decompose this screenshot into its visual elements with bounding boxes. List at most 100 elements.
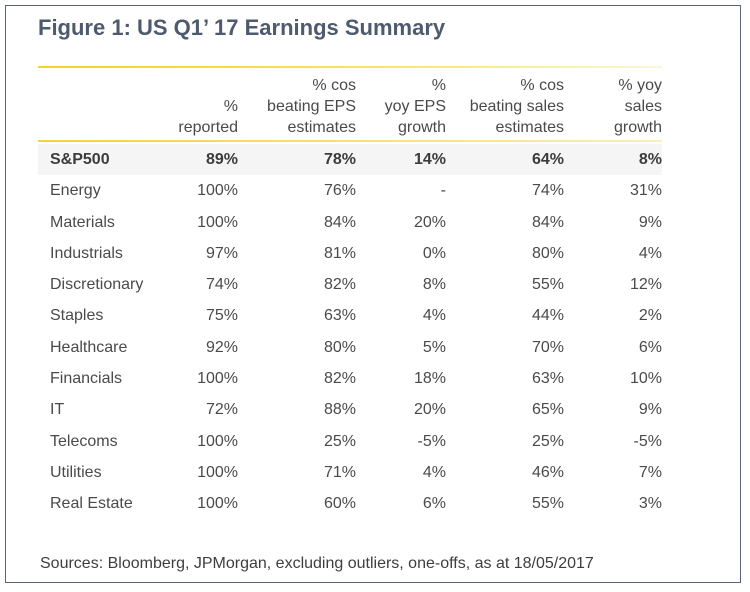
header-pct-reported: % reported: [178, 96, 238, 138]
header-divider: [38, 140, 662, 142]
pct-beating-sales: 64%: [531, 151, 564, 168]
source-note: Sources: Bloomberg, JPMorgan, excluding …: [40, 555, 594, 572]
table-row: Healthcare 92% 80% 5% 70% 6%: [38, 332, 662, 363]
pct-beating-eps: 84%: [323, 213, 356, 231]
pct-beating-sales: 65%: [531, 401, 564, 419]
yoy-eps-growth: 6%: [422, 495, 446, 513]
table-row: IT 72% 88% 20% 65% 9%: [38, 394, 662, 425]
pct-reported: 100%: [197, 495, 238, 513]
sector-name: Energy: [50, 182, 101, 200]
header-cos-beating-sales: % cos beating sales estimates: [470, 75, 564, 138]
table-row-sp500: S&P500 89% 78% 14% 64% 8%: [38, 144, 662, 176]
pct-beating-eps: 63%: [323, 307, 356, 325]
pct-beating-eps: 60%: [323, 495, 356, 513]
yoy-eps-growth: -: [440, 182, 446, 200]
yoy-sales-growth: 31%: [629, 182, 662, 200]
sector-name: Utilities: [50, 463, 102, 481]
table-body: S&P500 89% 78% 14% 64% 8% Energy 100% 76…: [38, 144, 662, 520]
sector-name: Materials: [50, 213, 115, 231]
header-yoy-sales-growth: % yoy sales growth: [614, 75, 662, 138]
sector-name: Discretionary: [50, 276, 144, 294]
header-line: beating sales: [469, 98, 564, 115]
table-row: Real Estate 100% 60% 6% 55% 3%: [38, 488, 662, 519]
figure-frame: [5, 5, 741, 583]
yoy-eps-growth: 5%: [422, 338, 446, 356]
yoy-sales-growth: 9%: [638, 401, 662, 419]
pct-beating-sales: 55%: [531, 276, 564, 294]
yoy-sales-growth: 7%: [638, 463, 662, 481]
header-line: estimates: [495, 119, 564, 136]
yoy-sales-growth: 8%: [638, 151, 662, 168]
header-line: % cos: [312, 77, 356, 94]
pct-reported: 97%: [205, 244, 238, 262]
sector-name: S&P500: [50, 151, 110, 168]
yoy-sales-growth: 9%: [638, 213, 662, 231]
pct-reported: 100%: [197, 182, 238, 200]
pct-beating-eps: 76%: [323, 182, 356, 200]
pct-reported: 100%: [197, 370, 238, 388]
pct-reported: 100%: [197, 463, 238, 481]
sector-name: Financials: [50, 370, 123, 388]
header-yoy-eps-growth: % yoy EPS growth: [385, 75, 446, 138]
pct-reported: 75%: [205, 307, 238, 325]
pct-beating-sales: 55%: [531, 495, 564, 513]
header-line: % cos: [520, 77, 564, 94]
table-row: Utilities 100% 71% 4% 46% 7%: [38, 457, 662, 488]
yoy-eps-growth: 20%: [413, 401, 446, 419]
table-row: Financials 100% 82% 18% 63% 10%: [38, 363, 662, 394]
sector-name: Industrials: [50, 244, 123, 262]
table-row: Discretionary 74% 82% 8% 55% 12%: [38, 269, 662, 300]
table-row: Energy 100% 76% - 74% 31%: [38, 175, 662, 206]
yoy-eps-growth: 4%: [422, 307, 446, 325]
pct-reported: 92%: [205, 338, 238, 356]
figure-title: Figure 1: US Q1’ 17 Earnings Summary: [38, 15, 446, 40]
yoy-sales-growth: -5%: [633, 432, 662, 450]
pct-reported: 100%: [197, 213, 238, 231]
table-header: % reported % cos beating EPS estimates %…: [38, 72, 662, 138]
yoy-eps-growth: 18%: [413, 370, 446, 388]
pct-beating-sales: 46%: [531, 463, 564, 481]
yoy-sales-growth: 10%: [629, 370, 662, 388]
header-cos-beating-eps: % cos beating EPS estimates: [267, 75, 356, 138]
yoy-eps-growth: 0%: [422, 244, 446, 262]
title-divider: [38, 66, 662, 68]
header-line: yoy EPS: [384, 98, 446, 115]
pct-reported: 89%: [205, 151, 238, 168]
pct-beating-eps: 25%: [323, 432, 356, 450]
sector-name: Staples: [50, 307, 104, 325]
header-line: %: [431, 77, 446, 94]
header-line: reported: [178, 119, 238, 136]
header-line: growth: [397, 119, 446, 136]
yoy-sales-growth: 2%: [638, 307, 662, 325]
yoy-sales-growth: 4%: [638, 244, 662, 262]
pct-reported: 72%: [205, 401, 238, 419]
yoy-eps-growth: 14%: [413, 151, 446, 168]
table-row: Industrials 97% 81% 0% 80% 4%: [38, 238, 662, 269]
yoy-sales-growth: 3%: [638, 495, 662, 513]
sector-name: Healthcare: [50, 338, 128, 356]
yoy-sales-growth: 12%: [629, 276, 662, 294]
pct-reported: 100%: [197, 432, 238, 450]
header-line: beating EPS: [267, 98, 356, 115]
header-line: %: [223, 98, 238, 115]
pct-reported: 74%: [205, 276, 238, 294]
pct-beating-sales: 80%: [531, 244, 564, 262]
pct-beating-sales: 84%: [531, 213, 564, 231]
pct-beating-sales: 74%: [531, 182, 564, 200]
pct-beating-eps: 82%: [323, 276, 356, 294]
table-row: Telecoms 100% 25% -5% 25% -5%: [38, 426, 662, 457]
header-line: growth: [613, 119, 662, 136]
table-row: Staples 75% 63% 4% 44% 2%: [38, 300, 662, 331]
pct-beating-sales: 25%: [531, 432, 564, 450]
sector-name: IT: [50, 401, 65, 419]
pct-beating-eps: 81%: [323, 244, 356, 262]
header-line: sales: [624, 98, 662, 115]
pct-beating-eps: 71%: [323, 463, 356, 481]
yoy-sales-growth: 6%: [638, 338, 662, 356]
pct-beating-eps: 82%: [323, 370, 356, 388]
sector-name: Telecoms: [50, 432, 118, 450]
pct-beating-eps: 78%: [323, 151, 356, 168]
sector-name: Real Estate: [50, 495, 133, 513]
pct-beating-sales: 70%: [531, 338, 564, 356]
pct-beating-eps: 88%: [323, 401, 356, 419]
